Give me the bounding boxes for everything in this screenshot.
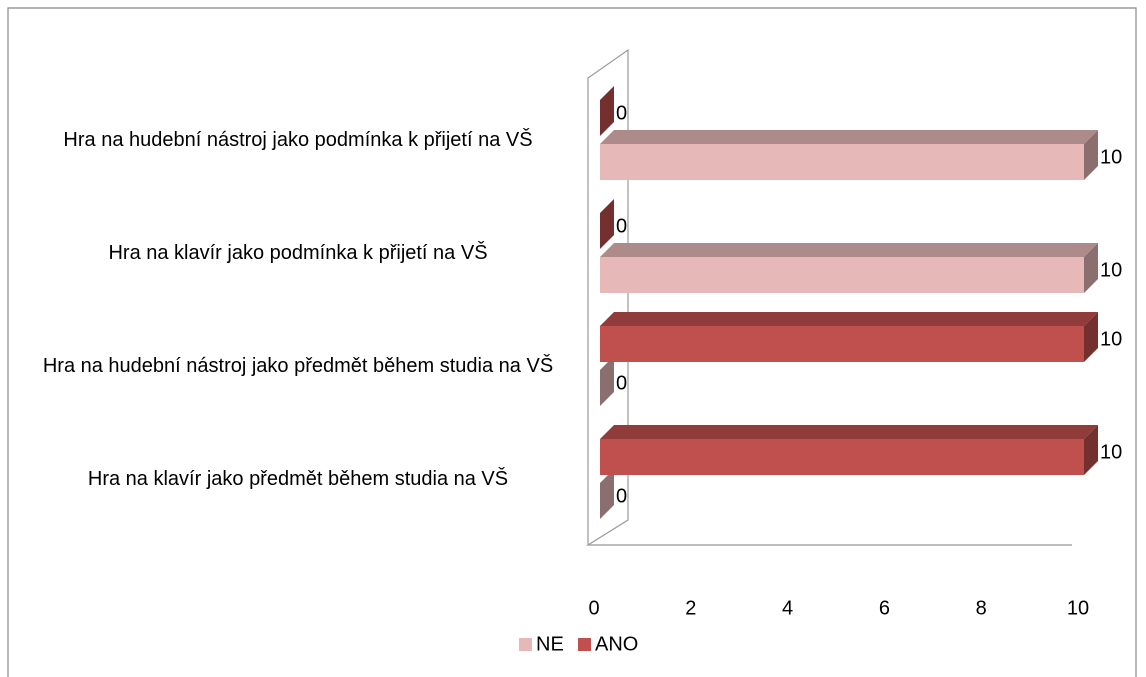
bar-face	[600, 469, 614, 519]
value-label: 10	[1100, 441, 1122, 463]
value-label: 10	[1100, 146, 1122, 168]
y-tick-label: Hra na klavír jako předmět během studia …	[87, 468, 509, 490]
value-label: 10	[1100, 259, 1122, 281]
bar	[600, 130, 1098, 180]
chart-border	[7, 7, 1137, 677]
bar-face	[600, 312, 1098, 326]
y-tick-label: Hra na hudební nástroj jako předmět běhe…	[42, 355, 554, 377]
y-tick-label: Hra na klavír jako podmínka k přijetí na…	[108, 242, 488, 264]
bar	[600, 86, 614, 136]
bar-face	[600, 356, 614, 406]
value-label: 10	[1100, 328, 1122, 350]
bar-face	[600, 243, 1098, 257]
bar-face	[1084, 243, 1098, 293]
bar-face	[600, 326, 1084, 362]
bar-face	[1084, 130, 1098, 180]
value-label: 0	[616, 215, 627, 237]
legend-swatch	[519, 638, 532, 651]
x-tick-label: 2	[685, 597, 696, 619]
value-label: 0	[616, 485, 627, 507]
bar-face	[600, 425, 1098, 439]
bar-face	[600, 144, 1084, 180]
bar	[600, 312, 1098, 362]
legend-label: ANO	[595, 633, 638, 655]
value-label: 0	[616, 102, 627, 124]
x-tick-label: 8	[976, 597, 987, 619]
bar-face	[600, 130, 1098, 144]
x-tick-label: 4	[782, 597, 793, 619]
bar	[600, 243, 1098, 293]
x-tick-label: 0	[588, 597, 599, 619]
bar-face	[1084, 425, 1098, 475]
bar	[600, 425, 1098, 475]
legend-label: NE	[536, 633, 564, 655]
bar-face	[600, 257, 1084, 293]
bar-face	[1084, 312, 1098, 362]
bar	[600, 469, 614, 519]
legend-swatch	[578, 638, 591, 651]
bar-face	[600, 199, 614, 249]
bar	[600, 356, 614, 406]
value-label: 0	[616, 372, 627, 394]
x-tick-label: 10	[1067, 597, 1089, 619]
y-tick-label: Hra na hudební nástroj jako podmínka k p…	[63, 129, 533, 151]
bar-face	[600, 439, 1084, 475]
bar-face	[600, 86, 614, 136]
x-tick-label: 6	[879, 597, 890, 619]
bar	[600, 199, 614, 249]
